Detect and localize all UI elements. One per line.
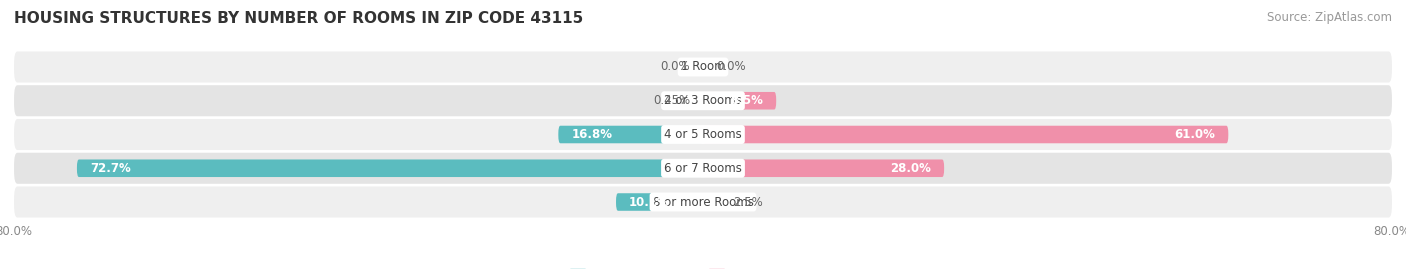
Text: HOUSING STRUCTURES BY NUMBER OF ROOMS IN ZIP CODE 43115: HOUSING STRUCTURES BY NUMBER OF ROOMS IN… — [14, 11, 583, 26]
FancyBboxPatch shape — [703, 126, 1229, 143]
FancyBboxPatch shape — [14, 85, 1392, 116]
Text: 4 or 5 Rooms: 4 or 5 Rooms — [664, 128, 742, 141]
Text: 8 or more Rooms: 8 or more Rooms — [652, 196, 754, 208]
FancyBboxPatch shape — [14, 51, 1392, 83]
Text: 8.5%: 8.5% — [730, 94, 763, 107]
FancyBboxPatch shape — [77, 160, 703, 177]
Text: 1 Room: 1 Room — [681, 61, 725, 73]
FancyBboxPatch shape — [703, 193, 724, 211]
Text: 28.0%: 28.0% — [890, 162, 931, 175]
Text: 10.1%: 10.1% — [628, 196, 669, 208]
FancyBboxPatch shape — [14, 119, 1392, 150]
Text: 72.7%: 72.7% — [90, 162, 131, 175]
Text: 0.45%: 0.45% — [654, 94, 690, 107]
FancyBboxPatch shape — [616, 193, 703, 211]
FancyBboxPatch shape — [558, 126, 703, 143]
Text: 0.0%: 0.0% — [716, 61, 745, 73]
Text: 0.0%: 0.0% — [661, 61, 690, 73]
Text: 6 or 7 Rooms: 6 or 7 Rooms — [664, 162, 742, 175]
Text: 16.8%: 16.8% — [571, 128, 612, 141]
FancyBboxPatch shape — [14, 186, 1392, 218]
FancyBboxPatch shape — [703, 92, 776, 109]
FancyBboxPatch shape — [14, 153, 1392, 184]
Text: Source: ZipAtlas.com: Source: ZipAtlas.com — [1267, 11, 1392, 24]
Legend: Owner-occupied, Renter-occupied: Owner-occupied, Renter-occupied — [565, 264, 841, 269]
FancyBboxPatch shape — [699, 92, 703, 109]
Text: 2.5%: 2.5% — [733, 196, 763, 208]
Text: 2 or 3 Rooms: 2 or 3 Rooms — [664, 94, 742, 107]
Text: 61.0%: 61.0% — [1174, 128, 1215, 141]
FancyBboxPatch shape — [703, 160, 945, 177]
